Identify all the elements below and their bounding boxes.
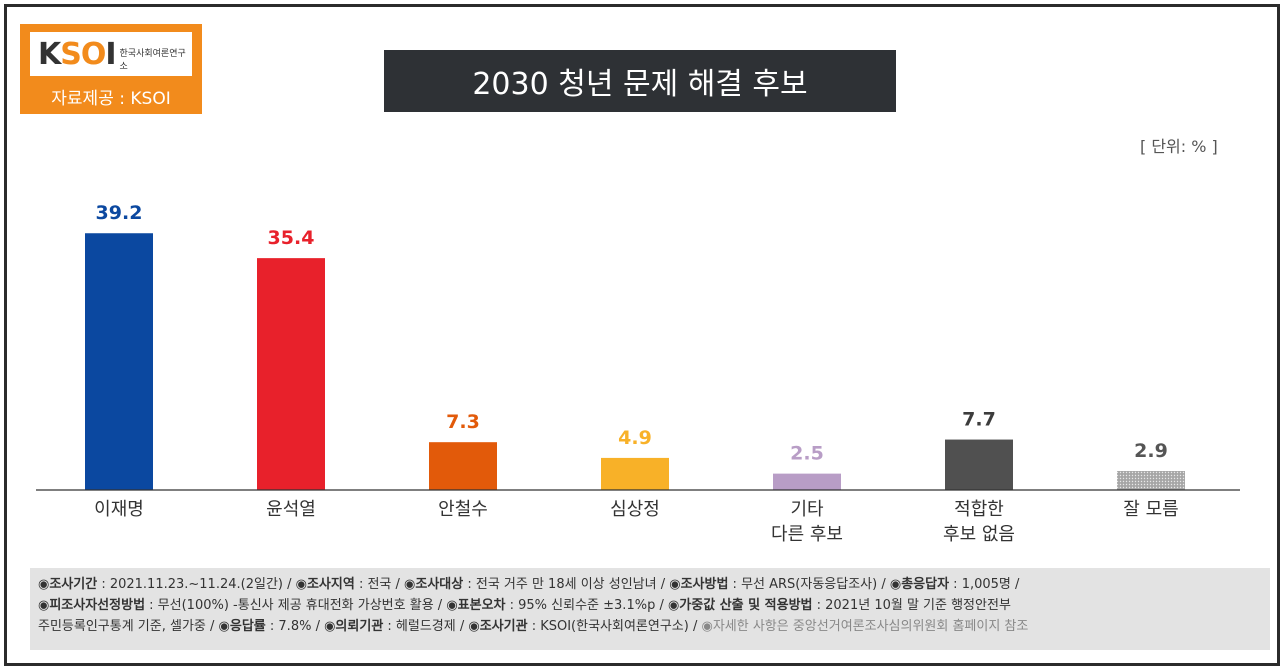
logo-mark-k: K	[38, 36, 61, 72]
fn1-key-2: ◉조사지역	[295, 577, 355, 592]
fn2-key-2: ◉표본오차	[446, 598, 506, 613]
source-caption: 자료제공 : KSOI	[51, 89, 171, 109]
bar-5	[773, 473, 841, 490]
value-label-5: 2.5	[790, 443, 824, 465]
chart-frame	[4, 4, 1280, 666]
bar-7	[1117, 471, 1185, 490]
fn3-lead: 주민등록인구통계 기준, 셀가중 /	[38, 619, 219, 634]
category-label-6-line-1: 적합한	[954, 499, 1004, 520]
category-label-3: 안철수	[438, 499, 488, 520]
category-label-7: 잘 모름	[1123, 499, 1178, 520]
logo-subtitle: 한국사회여론연구소	[119, 49, 186, 72]
logo-mark-so: SO	[60, 36, 106, 72]
fn2-value-1: : 무선(100%) -통신사 제공 휴대전화 가상번호 활용 /	[145, 598, 447, 613]
category-label-5-line-2: 다른 후보	[771, 524, 843, 545]
category-label-6-line-2: 후보 없음	[943, 524, 1015, 545]
bar-6	[945, 439, 1013, 490]
fn2-value-3: : 2021년 10월 말 기준 행정안전부	[812, 598, 1011, 613]
bar-4	[601, 457, 669, 490]
fn1-value-4: : 무선 ARS(자동응답조사) /	[728, 577, 890, 592]
category-label-2: 윤석열	[266, 499, 316, 520]
value-label-1: 39.2	[96, 202, 143, 224]
fn1-key-1: ◉조사기간	[38, 577, 98, 592]
fn1-key-5: ◉총응답자	[889, 577, 950, 592]
chart-title: 2030 청년 문제 해결 후보	[384, 50, 896, 112]
fn3-key-3: ◉조사기관	[468, 619, 528, 634]
bar-2	[257, 258, 325, 490]
fn2-key-1: ◉피조사자선정방법	[38, 598, 146, 613]
unit-label: [ 단위: % ]	[1140, 137, 1218, 156]
fn3-key-1: ◉응답률	[218, 619, 266, 634]
value-label-6: 7.7	[962, 409, 996, 431]
bar-3	[429, 442, 497, 490]
fn2-value-2: : 95% 신뢰수준 ±3.1%p /	[505, 598, 668, 613]
fn3-tail: ◉자세한 사항은 중앙선거여론조사심의위원회 홈페이지 참조	[701, 619, 1029, 634]
fn3-value-2: : 헤럴드경제 /	[383, 619, 469, 634]
value-label-2: 35.4	[268, 227, 315, 249]
footnote-line-1: ◉조사기간 : 2021.11.23.~11.24.(2일간) / ◉조사지역 …	[38, 574, 1262, 595]
footnote-line-2: ◉피조사자선정방법 : 무선(100%) -통신사 제공 휴대전화 가상번호 활…	[38, 595, 1262, 616]
value-label-3: 7.3	[446, 411, 480, 433]
value-label-4: 4.9	[618, 427, 652, 449]
fn3-value-3: : KSOI(한국사회여론연구소) /	[527, 619, 702, 634]
survey-footnote: ◉조사기간 : 2021.11.23.~11.24.(2일간) / ◉조사지역 …	[30, 568, 1270, 650]
fn1-value-2: : 전국 /	[354, 577, 405, 592]
category-label-5-line-1: 기타	[790, 499, 824, 520]
value-label-7: 2.9	[1134, 440, 1168, 462]
category-label-4: 심상정	[610, 499, 660, 520]
fn1-key-3: ◉조사대상	[404, 577, 464, 592]
logo-mark-i: I	[105, 36, 116, 72]
fn1-key-4: ◉조사방법	[669, 577, 729, 592]
ksoi-logo: KSOI 한국사회여론연구소 자료제공 : KSOI	[20, 24, 202, 114]
fn1-value-1: : 2021.11.23.~11.24.(2일간) /	[97, 577, 296, 592]
bar-1	[85, 233, 153, 491]
logo-inner: KSOI 한국사회여론연구소	[30, 32, 192, 76]
fn1-value-3: : 전국 거주 만 18세 이상 성인남녀 /	[463, 577, 670, 592]
logo-mark: KSOI	[38, 36, 117, 72]
fn1-value-5: : 1,005명 /	[949, 577, 1020, 592]
fn3-key-2: ◉의뢰기관	[324, 619, 384, 634]
fn3-value-1: : 7.8% /	[265, 619, 325, 634]
fn2-key-3: ◉가중값 산출 및 적용방법	[667, 598, 813, 613]
category-label-1: 이재명	[94, 499, 144, 520]
footnote-line-3: 주민등록인구통계 기준, 셀가중 / ◉응답률 : 7.8% / ◉의뢰기관 :…	[38, 616, 1262, 637]
